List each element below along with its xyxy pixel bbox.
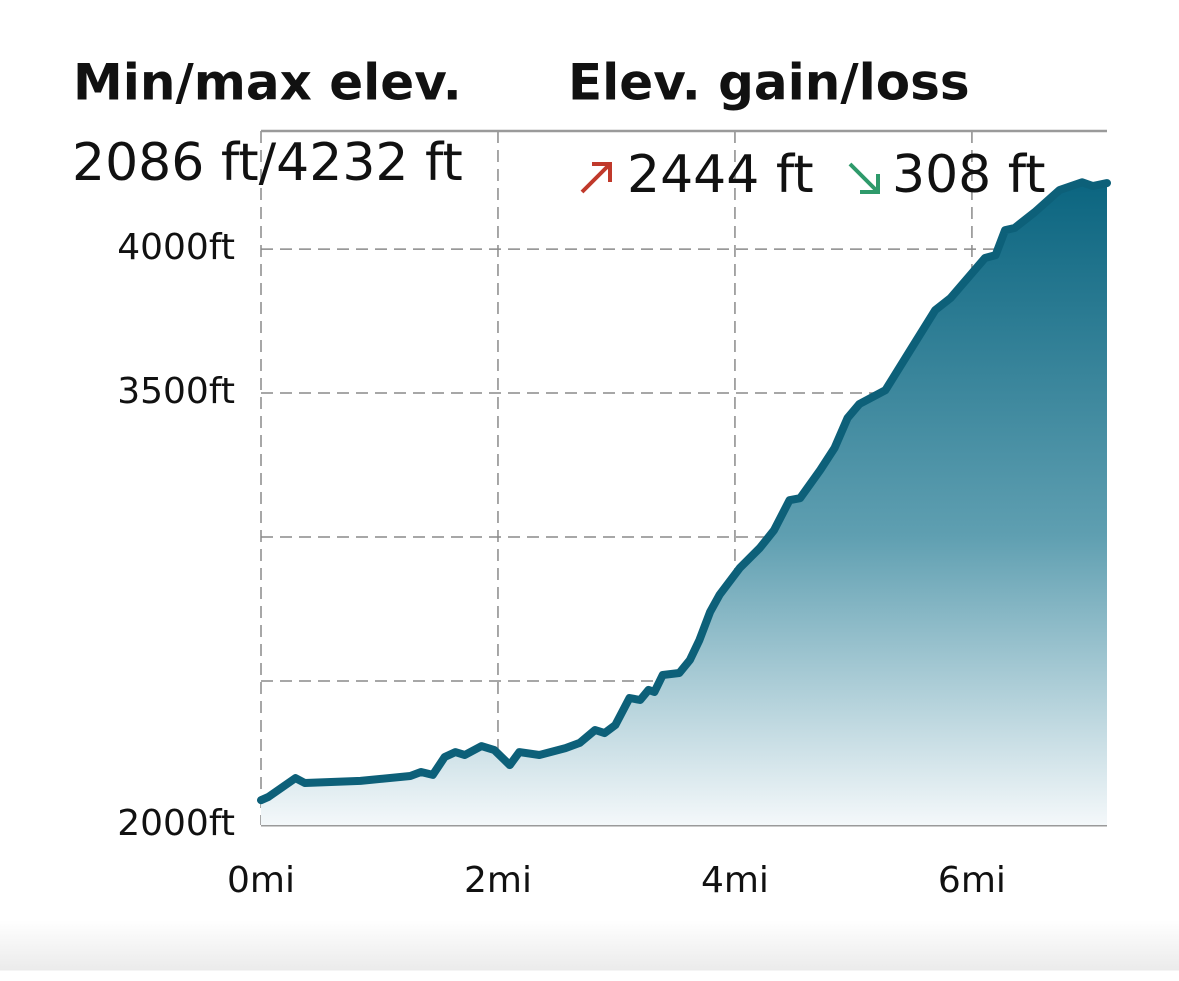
- x-tick-label: 4mi: [701, 860, 769, 901]
- minmax-value: 2086 ft/4232 ft: [72, 133, 463, 193]
- plot: [257, 178, 1111, 826]
- loss-arrow: [848, 162, 880, 194]
- minmax-label: Min/max elev.: [73, 54, 462, 112]
- gain-arrow: [580, 162, 612, 194]
- y-tick-label: 2000ft: [117, 803, 235, 844]
- elevation-area: [261, 182, 1107, 826]
- x-tick-label: 0mi: [227, 860, 295, 901]
- gain-loss-label: Elev. gain/loss: [568, 54, 970, 112]
- loss-value: 308 ft: [892, 145, 1046, 205]
- y-tick-label: 3500ft: [117, 371, 235, 412]
- elevation-line: [257, 178, 1111, 805]
- y-tick-label: 4000ft: [117, 227, 235, 268]
- x-tick-label: 6mi: [938, 860, 1006, 901]
- gain-value: 2444 ft: [627, 145, 814, 205]
- x-tick-label: 2mi: [464, 860, 532, 901]
